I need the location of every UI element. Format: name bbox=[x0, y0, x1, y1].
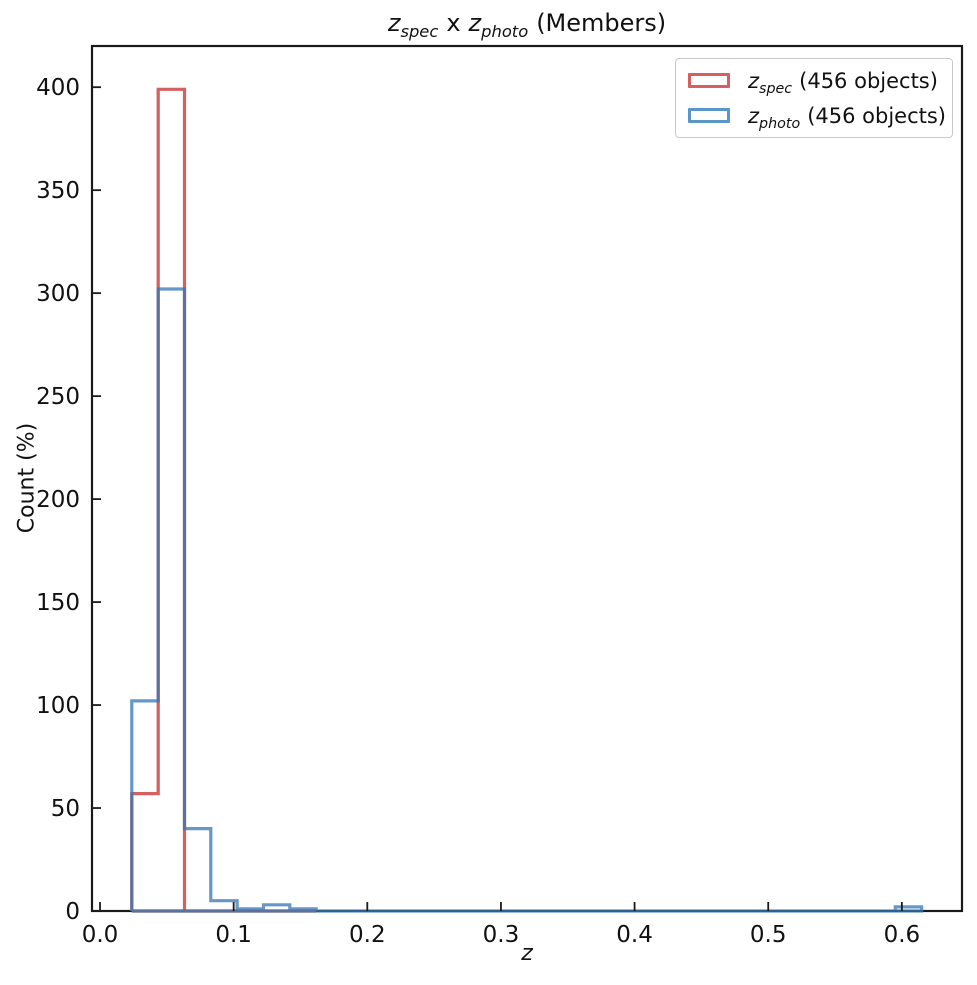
x-tick-label: 0.1 bbox=[215, 922, 252, 948]
zspec-swatch-icon bbox=[688, 73, 730, 88]
y-tick-label: 150 bbox=[36, 590, 80, 616]
legend-zphoto-var: z bbox=[748, 103, 760, 128]
chart-title: zspec x zphoto (Members) bbox=[92, 9, 962, 39]
title-suffix: (Members) bbox=[536, 9, 667, 37]
legend-zspec-count: (456 objects) bbox=[799, 68, 938, 93]
x-tick-label: 0.0 bbox=[82, 922, 119, 948]
legend-entry-zphoto: zphoto (456 objects) bbox=[676, 100, 952, 132]
y-axis-label: Count (%) bbox=[14, 422, 40, 534]
zphoto-swatch-icon bbox=[688, 108, 730, 123]
y-tick-label: 50 bbox=[51, 796, 80, 822]
y-tick-label: 0 bbox=[65, 899, 80, 925]
x-tick-label: 0.3 bbox=[483, 922, 520, 948]
title-z1-sub: spec bbox=[400, 21, 439, 41]
y-tick-label: 300 bbox=[36, 281, 80, 307]
x-tick-label: 0.5 bbox=[750, 922, 787, 948]
legend-zspec-sub: spec bbox=[759, 80, 793, 97]
y-tick-label: 250 bbox=[36, 384, 80, 410]
axes-spines bbox=[90, 44, 964, 913]
title-z1: z bbox=[387, 9, 401, 37]
legend-label-zphoto: zphoto (456 objects) bbox=[748, 103, 946, 131]
legend-zphoto-sub: photo bbox=[759, 115, 801, 132]
legend-entry-zspec: zspec (456 objects) bbox=[676, 65, 952, 97]
legend: zspec (456 objects) zphoto (456 objects) bbox=[675, 58, 953, 138]
title-z2: z bbox=[468, 9, 482, 37]
legend-label-zspec: zspec (456 objects) bbox=[748, 68, 938, 96]
x-axis-label: z bbox=[521, 941, 533, 966]
y-tick-label: 400 bbox=[36, 75, 80, 101]
x-tick-label: 0.6 bbox=[884, 922, 921, 948]
title-separator: x bbox=[446, 9, 461, 37]
y-tick-label: 350 bbox=[36, 178, 80, 204]
y-tick-label: 100 bbox=[36, 693, 80, 719]
x-tick-label: 0.2 bbox=[349, 922, 386, 948]
title-z2-sub: photo bbox=[481, 21, 529, 41]
legend-zphoto-count: (456 objects) bbox=[807, 103, 946, 128]
y-tick-label: 200 bbox=[36, 487, 80, 513]
step-series-zphoto bbox=[130, 287, 924, 913]
legend-zspec-var: z bbox=[748, 68, 760, 93]
x-tick-label: 0.4 bbox=[616, 922, 653, 948]
